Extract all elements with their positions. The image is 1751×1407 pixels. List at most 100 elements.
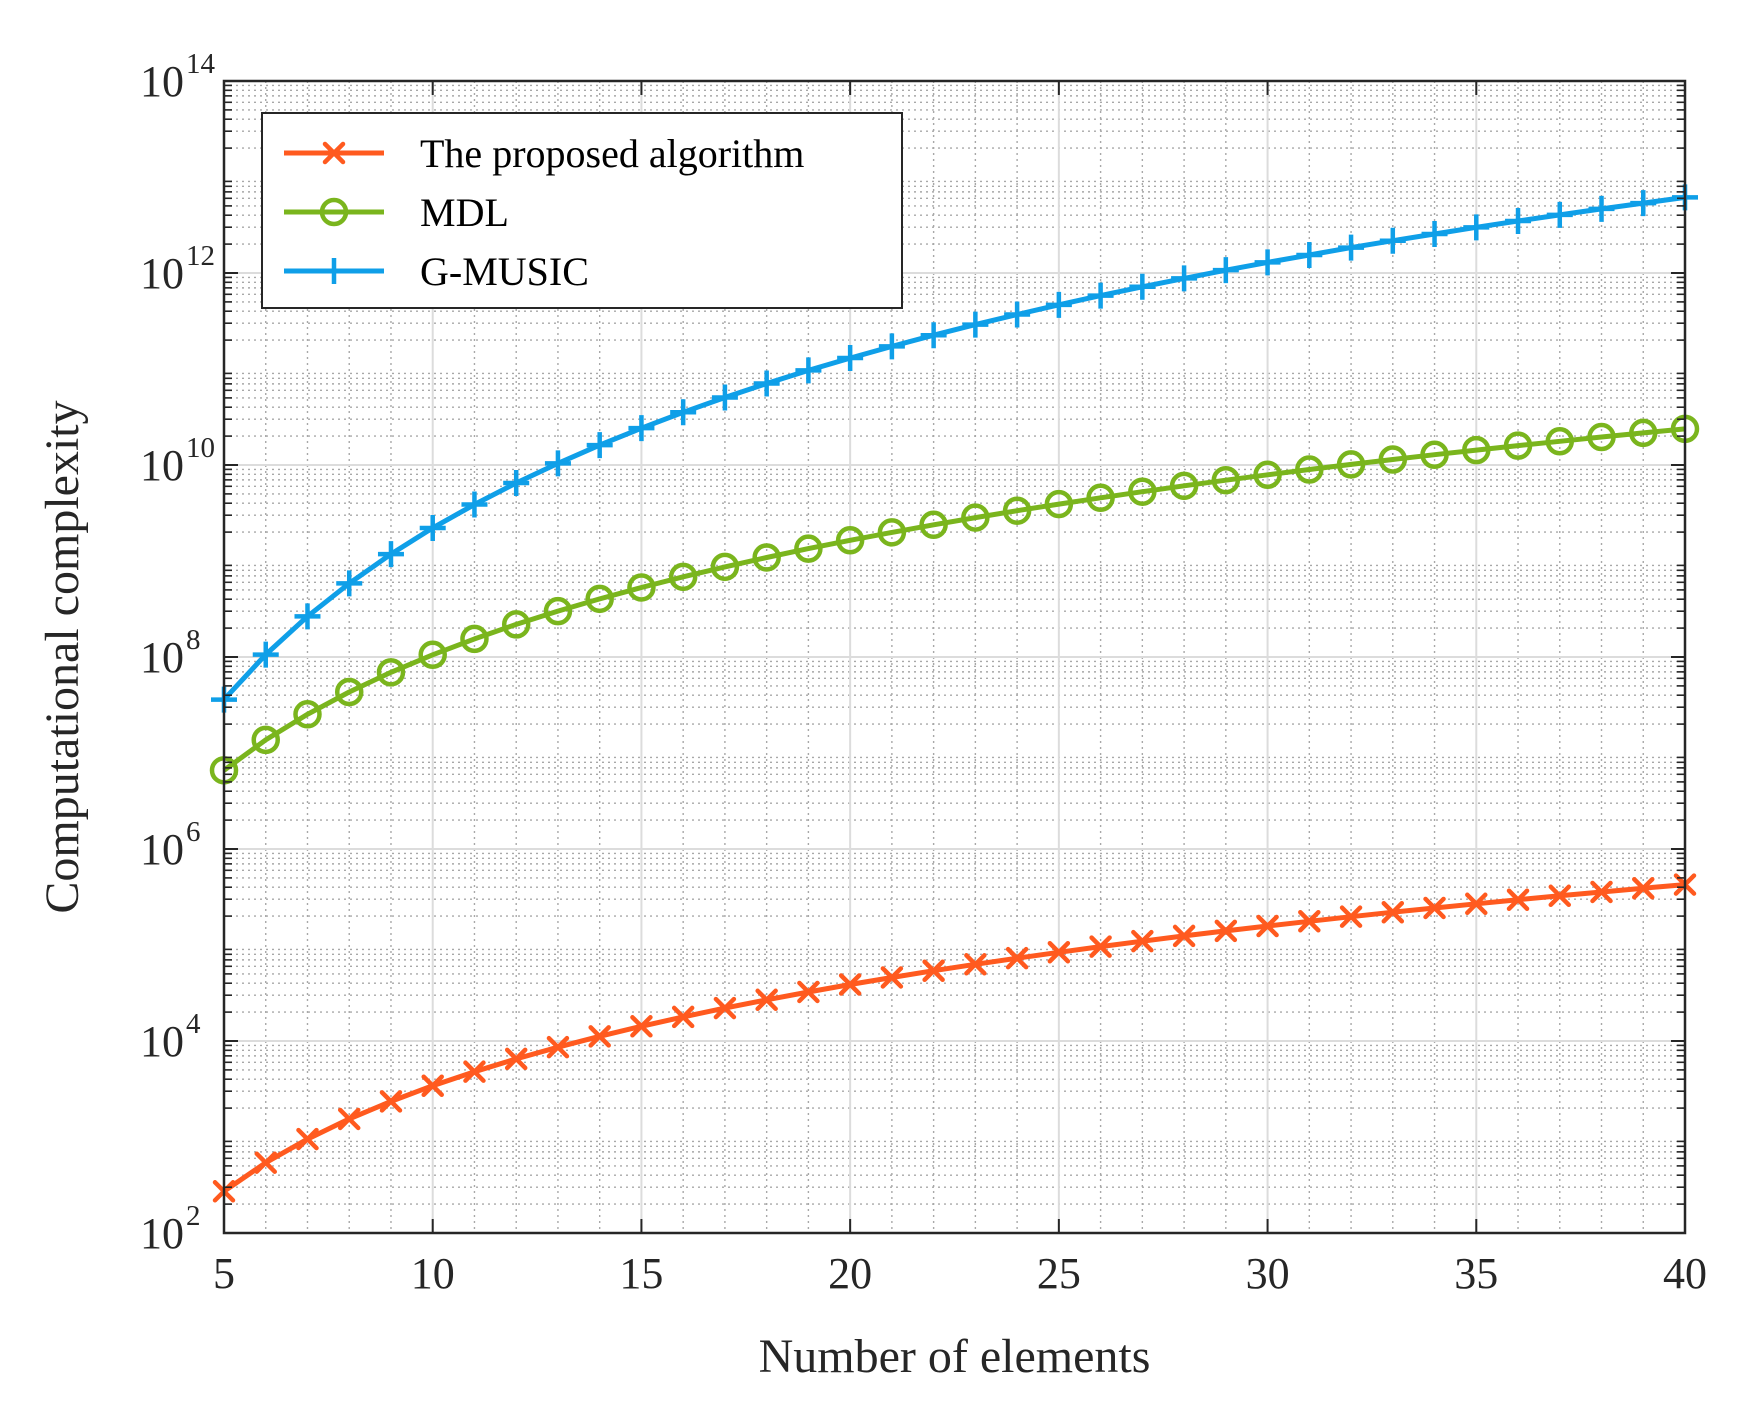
data-point (797, 980, 820, 1004)
data-point (1211, 465, 1241, 495)
data-point (1172, 924, 1196, 948)
y-tick-label: 10 (140, 1017, 184, 1066)
y-tick-label-exponent: 12 (186, 240, 215, 272)
series-2 (211, 184, 1698, 713)
legend-marker (321, 258, 347, 284)
y-tick-label: 10 (140, 441, 184, 490)
data-point (337, 1107, 361, 1131)
y-tick-label: 10 (140, 1209, 184, 1258)
y-tick-label: 10 (140, 249, 184, 298)
series-0 (212, 873, 1697, 1203)
data-point (1423, 896, 1446, 920)
legend: The proposed algorithm MDL G-MUSIC (261, 112, 903, 309)
series-line (222, 426, 1686, 773)
data-point (752, 543, 781, 572)
data-point (1590, 880, 1613, 904)
data-point (1128, 477, 1157, 506)
data-point (627, 573, 656, 602)
data-point (1004, 301, 1031, 328)
data-point (1632, 876, 1655, 900)
data-point (1465, 892, 1488, 916)
data-point (1339, 905, 1363, 928)
data-point (628, 415, 655, 442)
data-point (1588, 195, 1615, 222)
data-point (1462, 435, 1491, 465)
x-tick-label: 25 (1037, 1249, 1081, 1298)
data-point (377, 541, 404, 568)
data-point (1044, 489, 1074, 519)
legend-marker (319, 197, 349, 227)
x-tick-label: 40 (1663, 1249, 1707, 1298)
data-point (961, 503, 990, 532)
data-point (588, 1025, 611, 1048)
data-point (877, 518, 907, 547)
data-point (1463, 214, 1490, 241)
y-tick-label-exponent: 8 (186, 624, 201, 656)
data-point (1089, 935, 1112, 958)
data-point (1171, 265, 1198, 292)
legend-entry-1: MDL (284, 190, 509, 235)
data-point (376, 658, 406, 687)
data-point (1545, 427, 1575, 456)
x-tick-label: 20 (828, 1249, 872, 1298)
y-tick-label-exponent: 6 (186, 816, 201, 848)
data-point (251, 725, 280, 755)
data-point (296, 1127, 319, 1151)
x-tick-label: 30 (1246, 1249, 1290, 1298)
data-point (710, 552, 740, 582)
data-point (795, 357, 822, 384)
y-tick-label: 10 (140, 633, 184, 682)
data-point (878, 333, 905, 360)
data-point (1421, 220, 1448, 247)
data-point (1506, 888, 1530, 911)
data-point (630, 1015, 653, 1038)
data-point (919, 510, 948, 540)
data-point (1214, 919, 1238, 943)
data-point (546, 1035, 570, 1059)
data-point (962, 311, 989, 338)
data-point (1630, 190, 1657, 217)
data-point (837, 345, 864, 372)
legend-marker (322, 141, 346, 165)
data-point (419, 514, 446, 541)
data-point (920, 322, 947, 349)
data-point (1298, 910, 1321, 933)
data-point (838, 973, 862, 996)
data-point (1086, 483, 1115, 513)
data-point (1005, 946, 1029, 970)
data-point (504, 1047, 528, 1071)
data-point (1338, 234, 1365, 261)
data-point (671, 1005, 695, 1029)
data-point (1002, 496, 1032, 525)
y-tick-label-base: 10 (140, 825, 184, 874)
legend-entry-0: The proposed algorithm (284, 131, 804, 176)
data-point (1254, 249, 1281, 276)
data-point (964, 953, 987, 976)
legend-label: G-MUSIC (420, 249, 589, 294)
x-axis-label: Number of elements (759, 1330, 1151, 1383)
data-point (463, 1060, 486, 1083)
data-point (1336, 450, 1366, 479)
data-point (336, 570, 363, 597)
x-tick-label: 10 (411, 1249, 455, 1298)
data-point (1629, 418, 1658, 448)
data-point (254, 1151, 277, 1174)
data-point (1503, 431, 1533, 460)
data-point (1047, 941, 1071, 964)
data-point (922, 959, 945, 982)
data-point (1381, 900, 1405, 924)
data-point (1129, 273, 1156, 300)
data-point (835, 526, 865, 555)
data-point (1378, 445, 1408, 474)
data-point (1212, 257, 1239, 284)
data-point (421, 1074, 444, 1097)
data-point (1256, 914, 1279, 938)
y-tick-label-exponent: 10 (186, 432, 215, 464)
data-point (585, 584, 614, 614)
data-point (1253, 460, 1282, 490)
x-tick-label: 15 (619, 1249, 663, 1298)
data-point (503, 470, 530, 497)
data-point (334, 677, 364, 707)
legend-label: MDL (420, 190, 509, 235)
